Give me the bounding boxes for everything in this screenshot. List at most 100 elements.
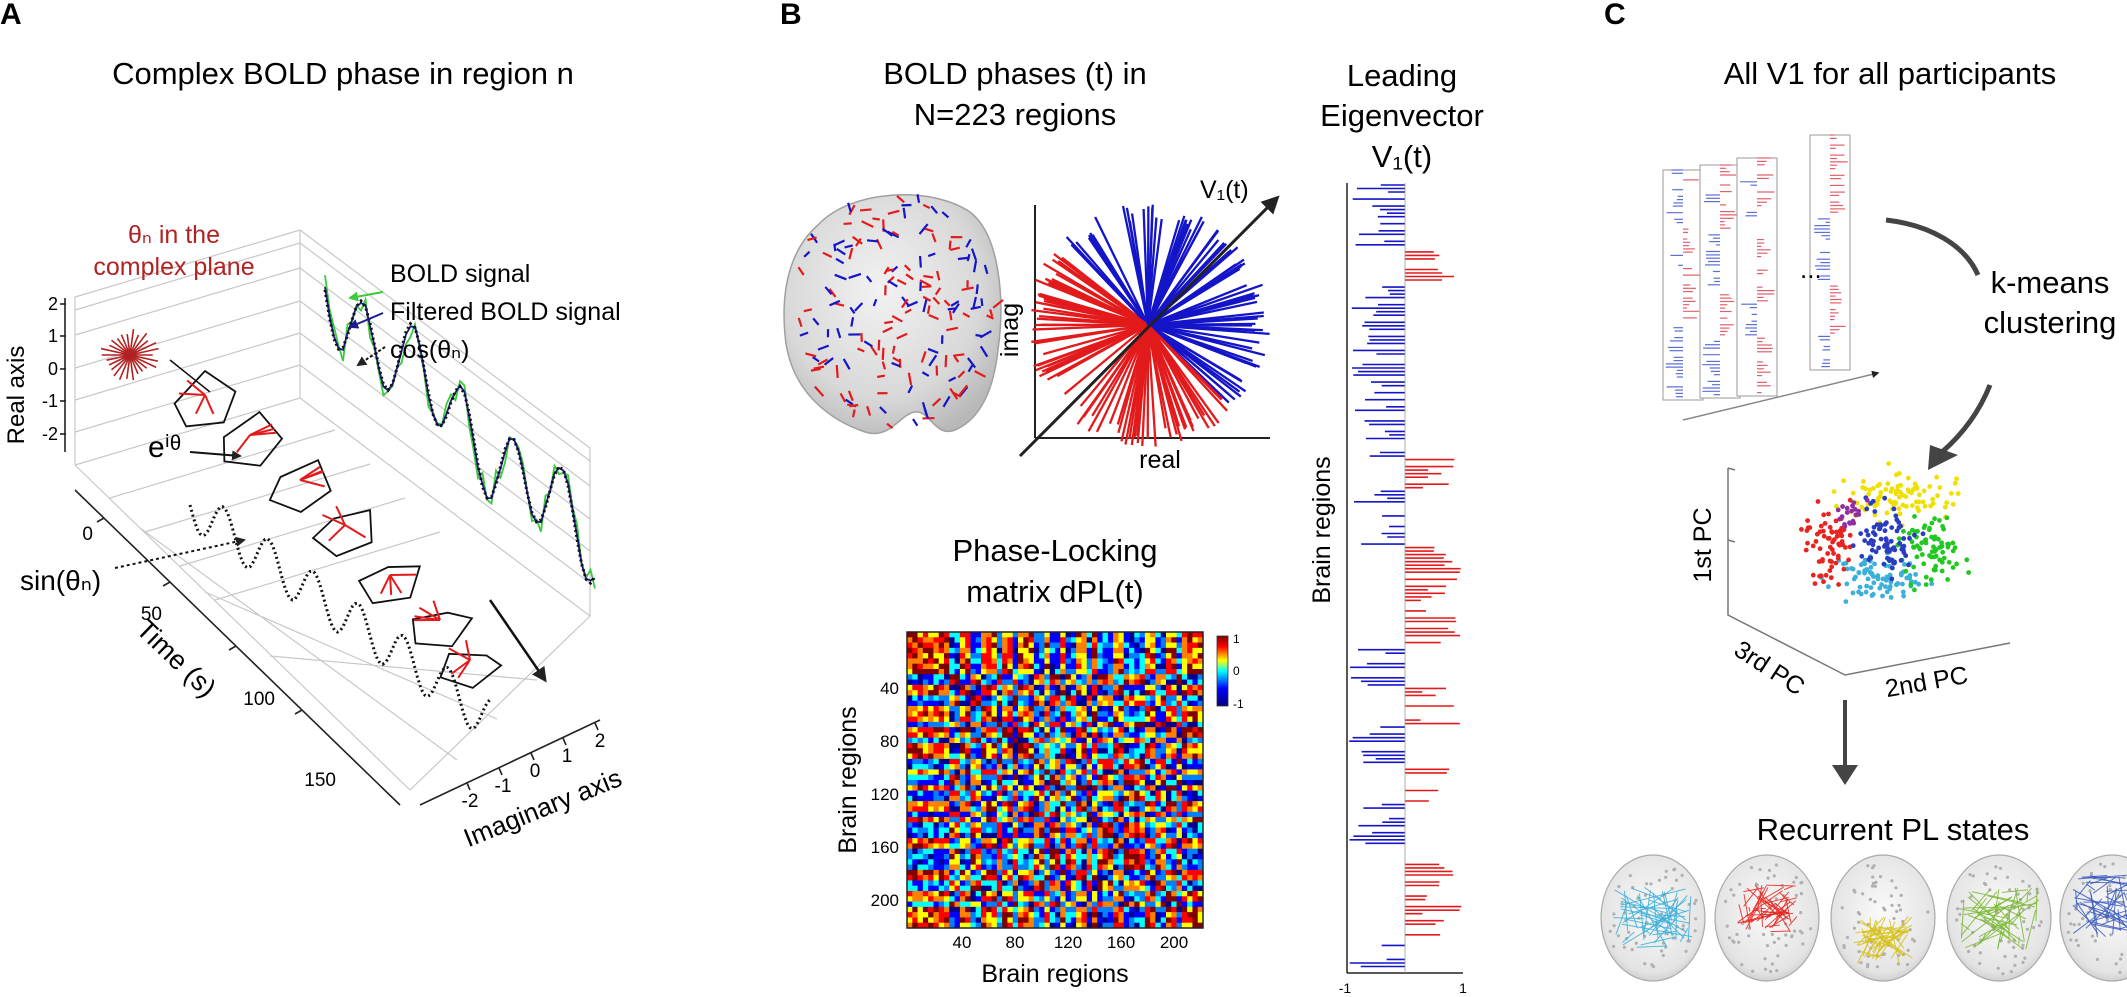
pl-cell	[917, 827, 924, 834]
pl-cell	[991, 875, 998, 881]
pl-cell	[975, 695, 982, 702]
pl-cell	[1049, 875, 1056, 881]
pl-cell	[996, 859, 1003, 865]
pc-point	[1895, 581, 1901, 586]
pl-cell	[991, 669, 998, 675]
pc-point	[1872, 532, 1878, 538]
pl-cell	[1028, 748, 1035, 754]
pl-cell	[1134, 637, 1140, 643]
kmeans-line2: clustering	[1984, 305, 2117, 340]
pc-point	[1840, 504, 1845, 509]
state-node	[2072, 923, 2076, 927]
pl-cell	[1007, 912, 1014, 918]
pl-cell	[986, 901, 992, 908]
pl-cell	[970, 801, 977, 807]
pl-cell	[1055, 721, 1061, 728]
pl-cell	[1065, 832, 1072, 839]
pl-cell	[938, 658, 945, 665]
pl-cell	[1012, 774, 1019, 781]
pl-cell	[1171, 848, 1177, 855]
pl-cell	[1012, 885, 1019, 892]
pl-cell	[1060, 854, 1066, 860]
pl-cell	[1086, 743, 1093, 749]
pl-cell	[1129, 647, 1135, 654]
pl-cell	[1028, 896, 1035, 902]
pl-cell	[991, 854, 998, 860]
pl-cell	[959, 822, 966, 828]
pl-cell	[1123, 832, 1130, 839]
pl-cell	[1107, 896, 1114, 902]
pl-cell	[1097, 674, 1103, 680]
pl-cell	[1118, 743, 1125, 749]
pl-cell	[912, 880, 918, 887]
brain-phase-stick	[902, 207, 907, 219]
pl-cell	[922, 674, 929, 680]
pl-cell	[949, 658, 955, 665]
pl-cell	[938, 695, 945, 702]
pl-cell	[970, 880, 977, 887]
pl-cell	[917, 674, 924, 680]
pl-cell	[1155, 859, 1162, 865]
pl-cell	[1118, 637, 1125, 643]
pl-cell	[1086, 869, 1093, 876]
pl-cell	[959, 679, 966, 686]
pl-cell	[965, 785, 971, 791]
brain-phase-stick	[885, 268, 895, 273]
pl-cell	[1171, 843, 1177, 850]
pl-cell	[933, 822, 940, 828]
pl-cell	[1039, 679, 1045, 686]
pl-cell	[1160, 917, 1167, 924]
pl-cell	[1197, 690, 1204, 696]
pl-cell	[1070, 632, 1077, 638]
pl-cell	[1181, 811, 1188, 818]
pl-cell	[959, 632, 966, 638]
state-edge	[1779, 892, 1795, 906]
pl-cell	[1070, 790, 1077, 797]
pl-cell	[986, 869, 992, 876]
pl-cell	[1123, 753, 1130, 760]
pl-cell	[1113, 891, 1119, 897]
pl-cell	[1055, 690, 1061, 696]
pl-cell	[1160, 748, 1167, 754]
pl-cell	[1097, 848, 1103, 855]
pl-cell	[1018, 848, 1024, 855]
pl-cell	[1070, 806, 1077, 813]
pl-cell	[1129, 711, 1135, 717]
pl-cell	[975, 801, 982, 807]
state-node	[1840, 906, 1844, 910]
pc-point	[1931, 567, 1937, 572]
pl-cell	[907, 700, 913, 707]
pl-cell	[1102, 711, 1109, 717]
pl-cell	[954, 700, 961, 707]
pl-cell	[1113, 901, 1119, 908]
polar-phase-line	[1063, 324, 1149, 395]
pl-cell	[1033, 663, 1040, 670]
state-edge	[1972, 891, 2023, 904]
pl-cell	[991, 869, 998, 876]
pl-cell	[1134, 896, 1140, 902]
pl-cell	[1002, 811, 1008, 818]
phase-pentagon	[173, 369, 237, 428]
pl-cell	[1123, 642, 1130, 649]
pl-cell	[954, 869, 961, 876]
pl-cell	[1033, 795, 1040, 802]
pl-cell	[965, 658, 971, 665]
state-edge	[1862, 937, 1878, 944]
pl-cell	[1049, 732, 1056, 739]
pl-cell	[1123, 880, 1130, 887]
pl-cell	[1160, 758, 1167, 765]
pl-cell	[1028, 843, 1035, 850]
state-edge	[1652, 930, 1677, 936]
pl-cell	[1181, 896, 1188, 902]
pl-cell	[1181, 721, 1188, 728]
pc2-label: 2nd PC	[1883, 661, 1970, 703]
pc-point	[1821, 579, 1826, 585]
pl-cell	[1007, 684, 1014, 691]
pl-cell	[912, 658, 918, 665]
pl-cell	[1065, 790, 1072, 797]
real-tick: 0	[48, 359, 58, 379]
pl-cell	[1023, 880, 1029, 887]
pl-cell	[1171, 885, 1177, 892]
pl-cell	[1107, 679, 1114, 686]
imag-tick: 1	[562, 746, 573, 767]
